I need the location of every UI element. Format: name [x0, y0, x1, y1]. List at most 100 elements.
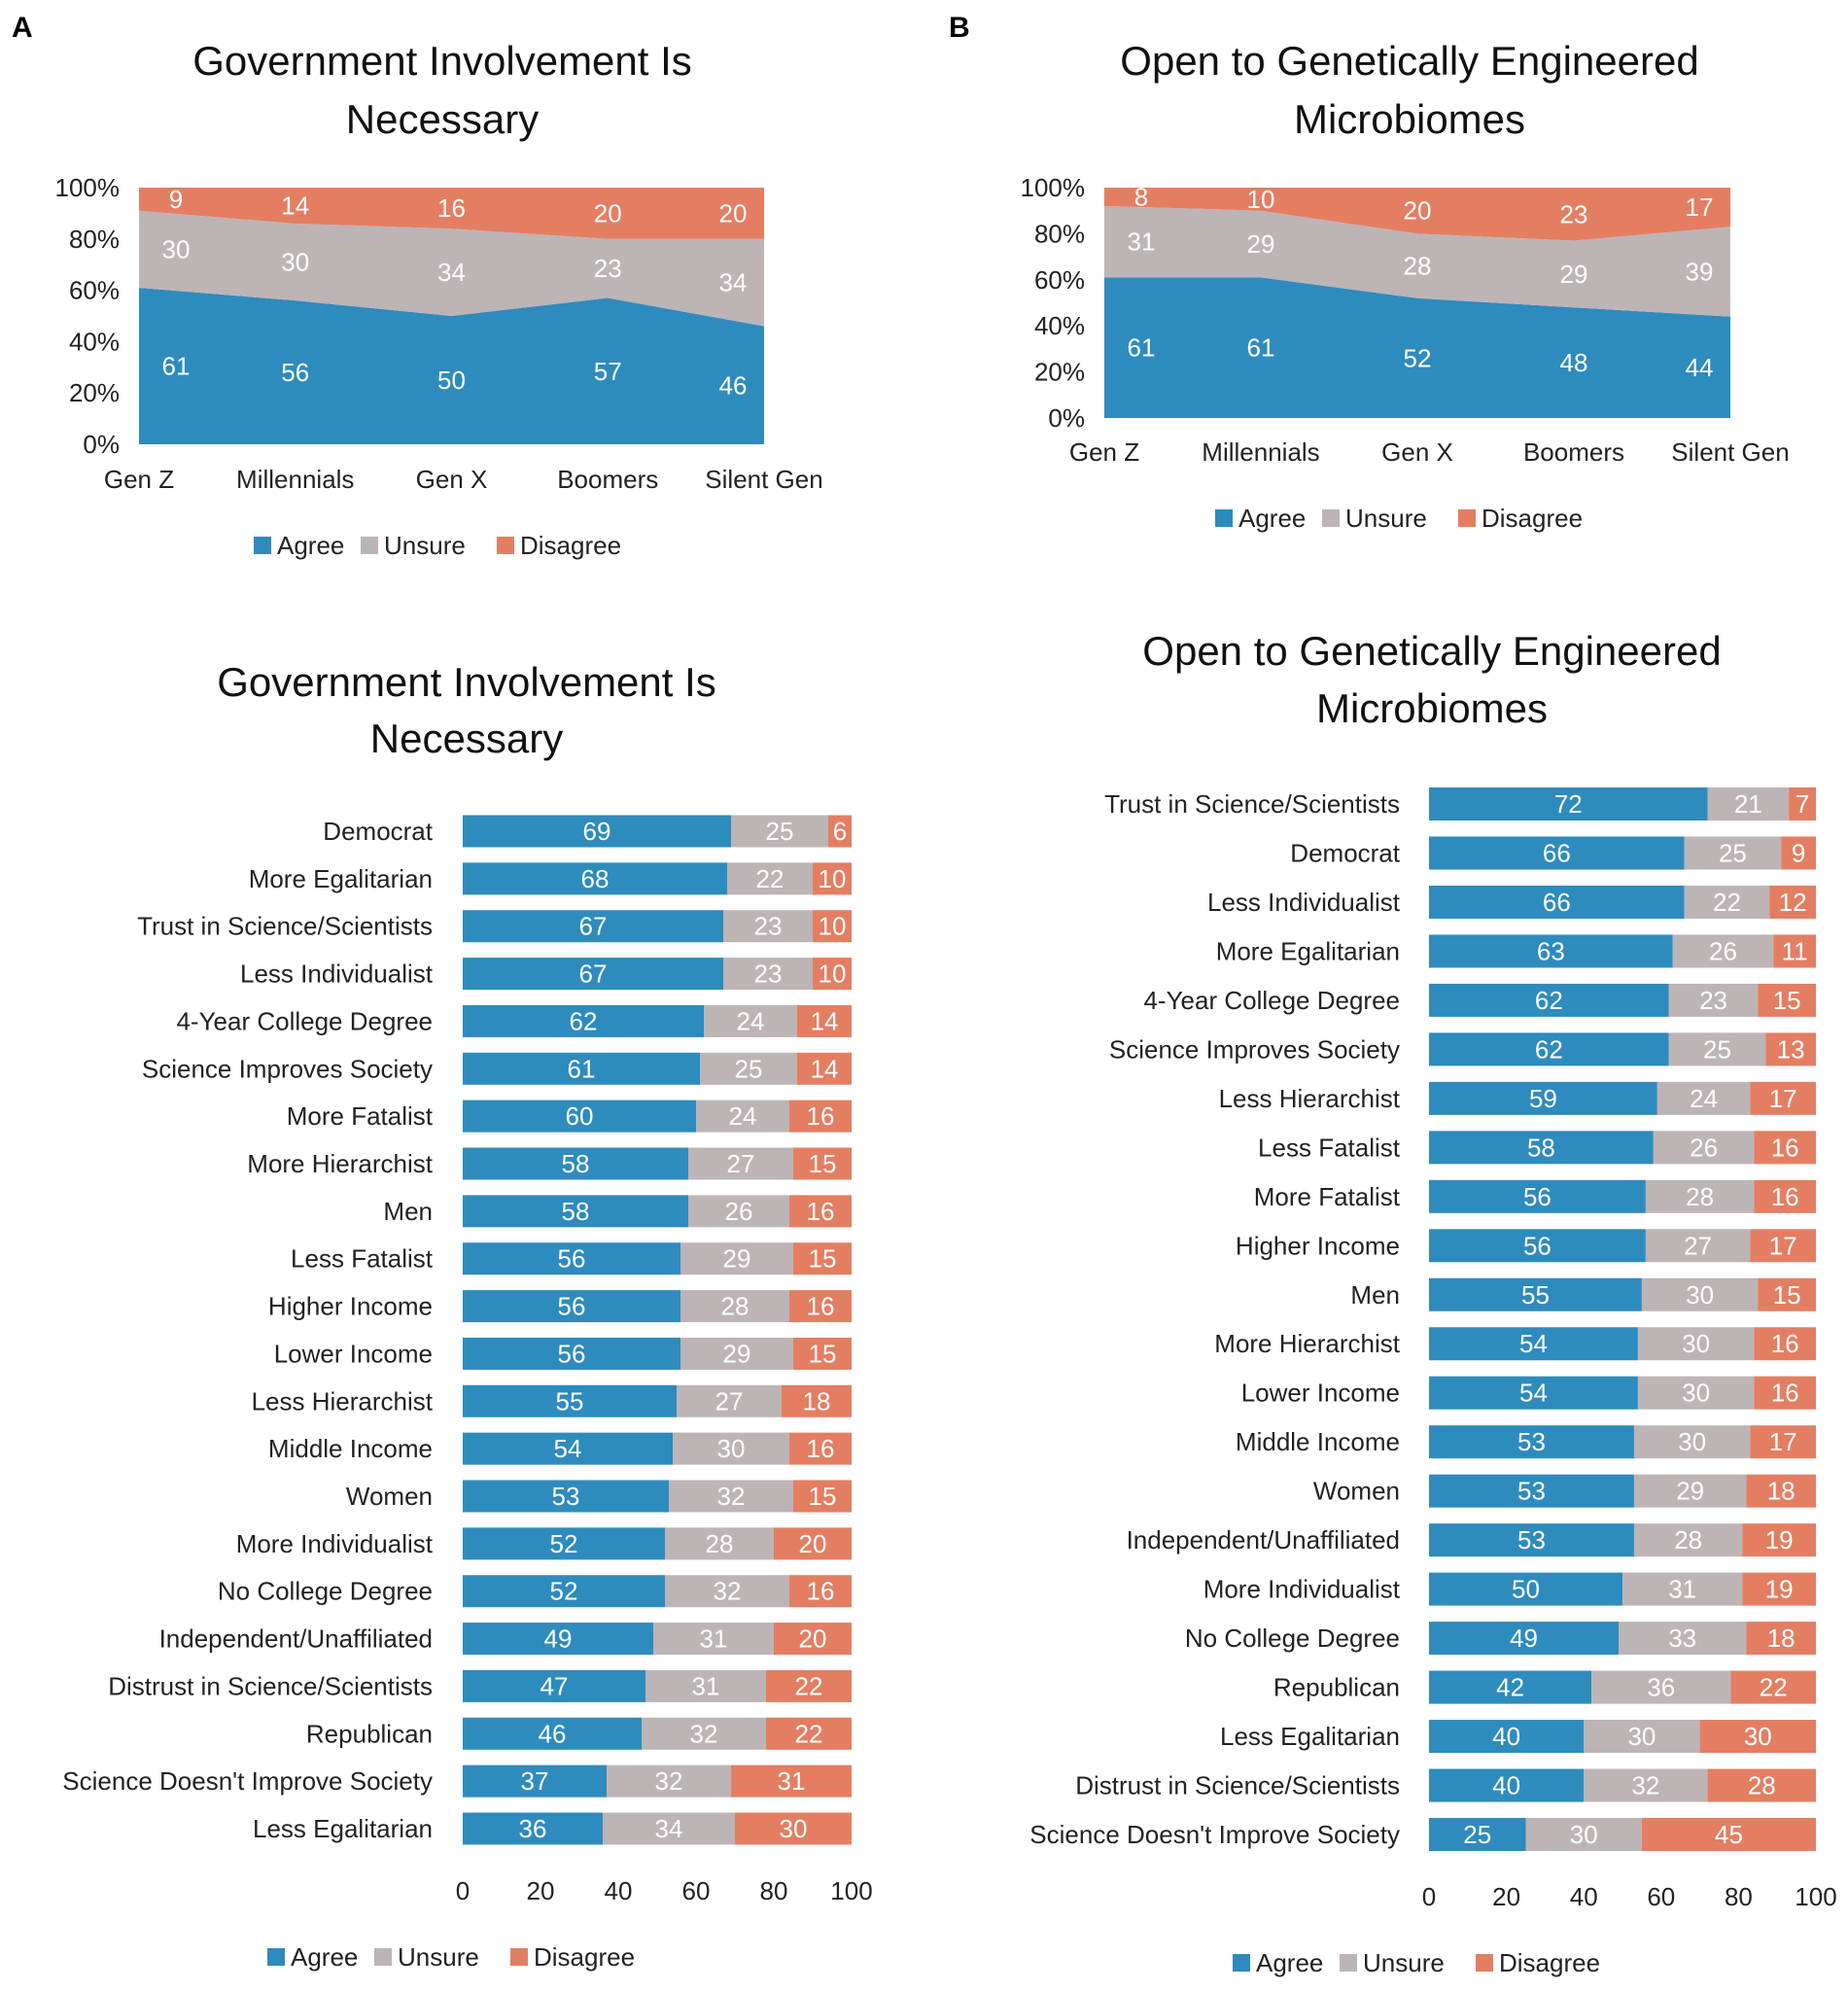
bar-disagree [766, 1717, 852, 1750]
y-category-label: Higher Income [268, 1292, 433, 1321]
bar-agree [463, 1195, 688, 1228]
bar-agree [1429, 1720, 1585, 1754]
y-tick-label: 0% [83, 430, 120, 459]
data-label-agree: 49 [544, 1624, 573, 1654]
data-label-agree: 61 [1247, 333, 1275, 363]
bar-agree [1429, 1229, 1646, 1263]
legend-label-disagree: Disagree [1482, 504, 1583, 533]
data-label-agree: 62 [570, 1006, 598, 1035]
bar-disagree [813, 958, 852, 991]
chart-title-line-1: Government Involvement Is [217, 659, 716, 705]
data-label-unsure: 32 [717, 1482, 746, 1511]
data-label-disagree: 14 [811, 1006, 839, 1035]
y-category-label: No College Degree [1185, 1624, 1400, 1653]
data-label-unsure: 22 [756, 864, 785, 893]
bar-row-men: Men 55 30 15 [1350, 1277, 1816, 1311]
bar-agree [463, 1527, 665, 1560]
data-label-disagree: 15 [809, 1149, 837, 1178]
legend-label-disagree: Disagree [1499, 1948, 1600, 1977]
data-label-disagree: 19 [1765, 1575, 1794, 1604]
bar-chart-genetically-engineered: Open to Genetically Engineered Microbiome… [1029, 628, 1836, 1977]
data-label-unsure: 29 [723, 1244, 751, 1274]
data-label-disagree: 8 [1134, 182, 1148, 211]
chart-title-line-1: Open to Genetically Engineered [1142, 628, 1721, 674]
y-category-label: Democrat [323, 817, 433, 846]
legend-item-agree: Agree [1215, 504, 1306, 533]
bar-agree [463, 1575, 665, 1608]
x-tick-label: 80 [760, 1876, 788, 1905]
data-label-agree: 61 [1128, 333, 1156, 363]
data-label-unsure: 32 [1631, 1771, 1659, 1800]
x-tick-label: 100 [830, 1876, 872, 1905]
data-label-disagree: 15 [809, 1244, 837, 1274]
bar-row-more-individualist: More Individualist 50 31 19 [1203, 1572, 1816, 1606]
data-label-agree: 54 [1519, 1379, 1548, 1408]
bar-row-science-improves-society: Science Improves Society 61 25 14 [142, 1052, 852, 1085]
x-tick-label: 20 [527, 1876, 555, 1905]
data-label-agree: 36 [519, 1814, 547, 1843]
bar-row-independent-unaffiliated: Independent/Unaffiliated 49 31 20 [159, 1623, 852, 1656]
y-tick-label: 20% [1034, 358, 1085, 387]
x-category-label: Gen X [416, 465, 488, 494]
bar-agree [1429, 1523, 1634, 1557]
bar-disagree [1742, 1523, 1816, 1557]
y-category-label: More Fatalist [287, 1101, 434, 1131]
bar-agree [1429, 1572, 1622, 1606]
bar-agree [463, 1432, 673, 1465]
data-label-disagree: 16 [807, 1292, 835, 1321]
data-label-disagree: 16 [1771, 1329, 1799, 1358]
legend-swatch-agree [254, 537, 271, 554]
bar-agree [463, 1242, 680, 1275]
bar-disagree [1742, 1572, 1816, 1606]
bar-agree [1429, 934, 1673, 968]
y-category-label: Science Doesn't Improve Society [62, 1766, 433, 1796]
legend-item-agree: Agree [267, 1942, 358, 1972]
data-label-unsure: 31 [700, 1624, 728, 1654]
legend-swatch-disagree [497, 537, 514, 554]
bar-unsure [696, 1100, 789, 1133]
y-category-label: Republican [1273, 1673, 1400, 1702]
data-label-unsure: 36 [1647, 1673, 1675, 1702]
data-label-agree: 52 [1404, 343, 1432, 372]
y-category-label: Lower Income [274, 1339, 433, 1368]
data-label-unsure: 23 [594, 254, 622, 283]
data-label-agree: 59 [1529, 1084, 1557, 1113]
bar-row-4-year-college-degree: 4-Year College Degree 62 23 15 [1143, 983, 1816, 1017]
data-label-agree: 62 [1535, 1034, 1563, 1064]
data-label-agree: 54 [1519, 1329, 1548, 1358]
data-label-agree: 50 [437, 366, 466, 395]
bar-unsure [1668, 1032, 1766, 1066]
bar-unsure [677, 1384, 782, 1417]
y-category-label: 4-Year College Degree [1143, 986, 1400, 1015]
data-label-agree: 52 [550, 1577, 578, 1606]
data-label-unsure: 28 [1674, 1525, 1702, 1554]
data-label-agree: 46 [719, 370, 748, 400]
y-category-label: No College Degree [218, 1577, 433, 1606]
data-label-unsure: 24 [729, 1101, 757, 1131]
bar-agree [1429, 1277, 1642, 1311]
y-category-label: Democrat [1290, 838, 1400, 867]
x-category-label: Silent Gen [1671, 437, 1789, 467]
bar-disagree [789, 1575, 852, 1608]
bar-row-independent-unaffiliated: Independent/Unaffiliated 53 28 19 [1127, 1523, 1816, 1557]
area-agree [1104, 277, 1730, 418]
data-label-disagree: 30 [1744, 1722, 1772, 1751]
bar-agree [1429, 1818, 1526, 1851]
data-label-agree: 55 [1521, 1280, 1550, 1310]
x-tick-label: 60 [682, 1876, 711, 1905]
x-tick-label: 0 [1422, 1882, 1436, 1911]
x-category-label: Millennials [236, 465, 354, 494]
bar-disagree [813, 862, 852, 895]
y-category-label: Middle Income [1236, 1427, 1400, 1456]
bar-row-middle-income: Middle Income 54 30 16 [268, 1432, 852, 1465]
legend-label-disagree: Disagree [520, 531, 621, 560]
bar-row-men: Men 58 26 16 [383, 1195, 852, 1228]
data-label-unsure: 27 [1684, 1231, 1712, 1260]
bar-agree [1429, 1032, 1669, 1066]
legend-label-unsure: Unsure [1345, 504, 1427, 533]
data-label-disagree: 10 [819, 864, 847, 893]
legend-swatch-agree [1215, 509, 1233, 527]
bar-disagree [774, 1527, 852, 1560]
y-category-label: Less Hierarchist [252, 1386, 434, 1415]
